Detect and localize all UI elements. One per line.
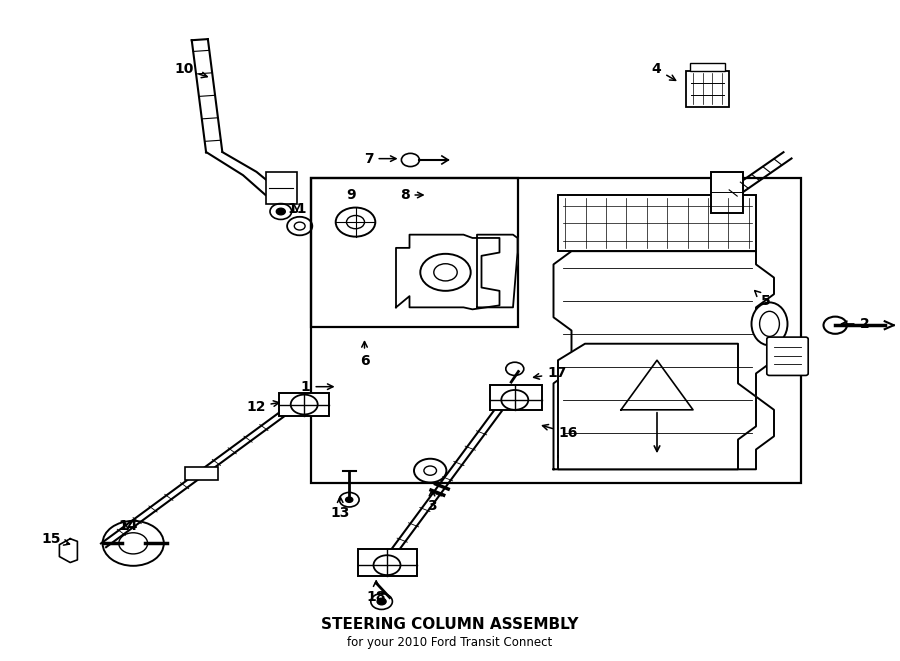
- Circle shape: [276, 208, 285, 215]
- Bar: [310, 178, 518, 327]
- Bar: [266, 172, 297, 204]
- FancyBboxPatch shape: [767, 337, 808, 375]
- Circle shape: [377, 598, 386, 605]
- Polygon shape: [554, 251, 774, 469]
- Text: 13: 13: [330, 497, 350, 520]
- Text: 8: 8: [400, 188, 423, 202]
- Circle shape: [346, 497, 353, 502]
- Bar: [558, 195, 756, 251]
- Bar: [686, 71, 729, 107]
- Polygon shape: [396, 235, 500, 309]
- Text: 18: 18: [366, 581, 386, 603]
- Bar: [690, 63, 725, 71]
- Bar: [358, 549, 417, 576]
- Text: 1: 1: [301, 379, 333, 394]
- Polygon shape: [558, 344, 756, 469]
- Bar: [490, 385, 542, 410]
- Ellipse shape: [752, 302, 788, 345]
- Bar: [279, 393, 329, 416]
- Text: 7: 7: [364, 151, 396, 166]
- Text: 12: 12: [246, 399, 279, 414]
- Text: 11: 11: [287, 202, 307, 215]
- Text: 14: 14: [118, 519, 138, 533]
- Text: 16: 16: [543, 424, 578, 440]
- Text: 5: 5: [755, 291, 770, 308]
- Text: STEERING COLUMN ASSEMBLY: STEERING COLUMN ASSEMBLY: [321, 617, 579, 632]
- Text: 3: 3: [428, 490, 436, 513]
- Bar: [310, 178, 801, 483]
- Text: 2: 2: [842, 317, 869, 331]
- Text: 10: 10: [174, 62, 207, 78]
- Text: 4: 4: [652, 62, 676, 81]
- Text: 17: 17: [534, 366, 567, 381]
- Polygon shape: [59, 539, 77, 563]
- Text: 15: 15: [41, 531, 69, 546]
- Text: 9: 9: [346, 188, 356, 202]
- Polygon shape: [477, 235, 517, 307]
- Text: 6: 6: [360, 342, 369, 368]
- Bar: [185, 467, 218, 480]
- Bar: [711, 172, 743, 213]
- Ellipse shape: [760, 311, 779, 336]
- Text: for your 2010 Ford Transit Connect: for your 2010 Ford Transit Connect: [347, 636, 553, 649]
